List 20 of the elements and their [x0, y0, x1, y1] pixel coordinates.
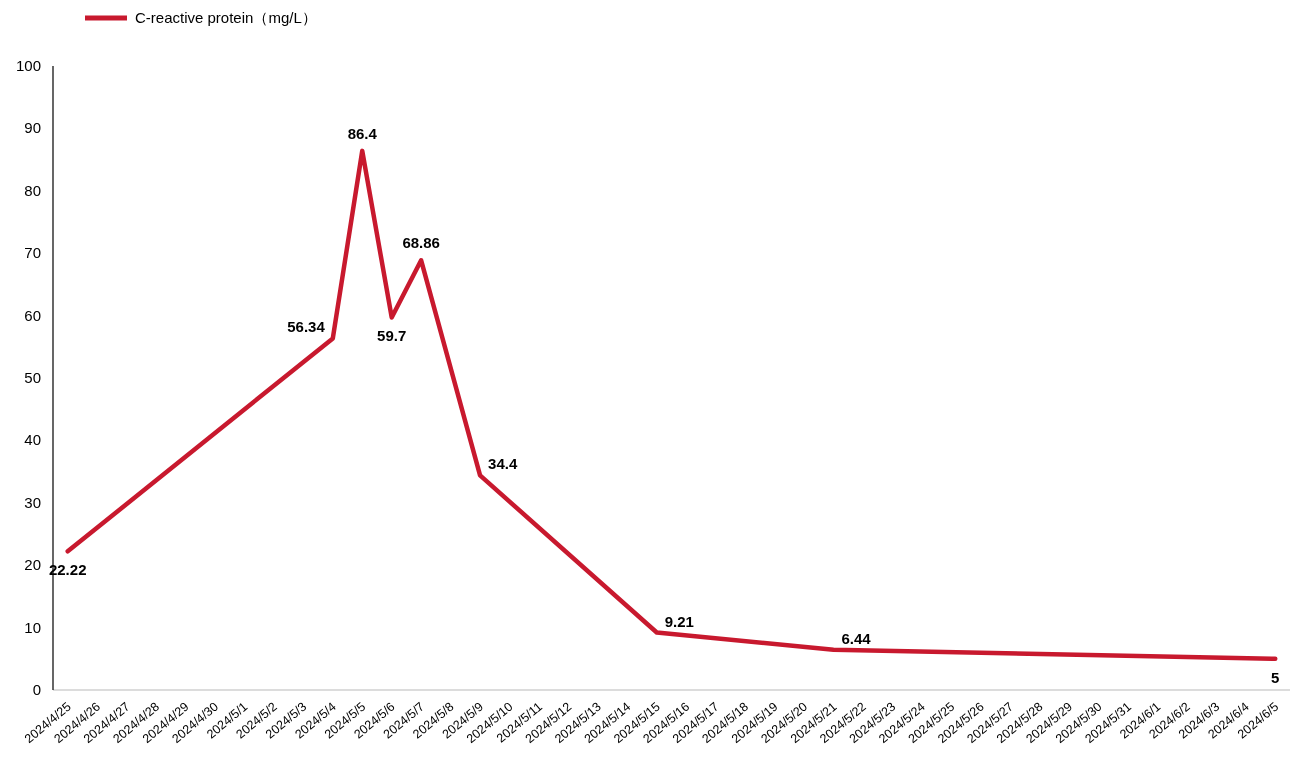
y-tick-label: 10	[24, 618, 41, 636]
data-label: 86.4	[347, 124, 378, 142]
y-tick-label: 20	[24, 556, 41, 574]
data-label: 6.44	[841, 629, 872, 647]
data-label: 34.4	[488, 455, 518, 473]
y-tick-label: 100	[15, 57, 41, 74]
y-tick-label: 50	[24, 369, 41, 386]
y-tick-label: 60	[24, 306, 41, 324]
legend-label: C-reactive protein（mg/L）	[135, 9, 317, 26]
y-tick-label: 70	[24, 244, 41, 262]
y-tick-label: 90	[24, 119, 41, 137]
data-label: 9.21	[664, 612, 694, 630]
data-label: 56.34	[287, 318, 326, 336]
y-tick-label: 40	[24, 431, 41, 449]
y-tick-label: 80	[24, 181, 41, 199]
data-label: 68.86	[402, 234, 440, 252]
data-label: 59.7	[377, 327, 407, 345]
data-label: 5	[1271, 668, 1280, 686]
y-tick-label: 0	[32, 681, 41, 698]
y-tick-label: 30	[24, 493, 41, 511]
